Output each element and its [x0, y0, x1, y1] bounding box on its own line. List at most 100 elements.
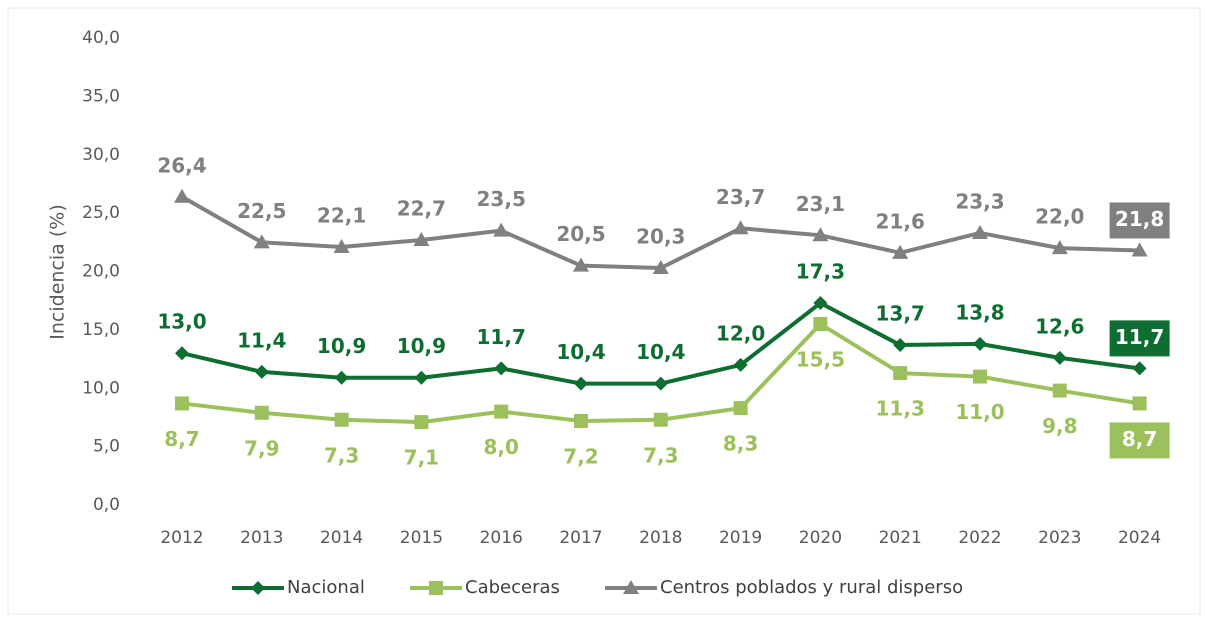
data-label: 13,7 [876, 302, 925, 326]
data-label: 22,1 [317, 203, 366, 227]
point [494, 361, 509, 376]
point [253, 234, 270, 249]
x-tick-label: 2012 [160, 528, 203, 548]
y-tick-label: 40,0 [82, 28, 120, 48]
point [1051, 240, 1068, 255]
data-label: 11,7 [477, 325, 526, 349]
y-tick-label: 35,0 [82, 86, 120, 106]
point [733, 357, 748, 372]
legend-label: Cabeceras [465, 577, 560, 598]
x-tick-label: 2014 [320, 528, 363, 548]
point [1131, 242, 1148, 257]
point [333, 238, 350, 253]
data-label: 11,0 [955, 400, 1004, 424]
y-tick-label: 20,0 [82, 262, 120, 282]
point [732, 220, 749, 235]
x-tick-label: 2015 [400, 528, 443, 548]
data-label: 23,7 [716, 185, 765, 209]
point [813, 296, 828, 311]
x-tick-label: 2020 [799, 528, 842, 548]
point [574, 376, 588, 391]
data-label: 21,6 [876, 209, 925, 233]
data-label: 11,4 [237, 328, 286, 352]
point [1132, 361, 1147, 376]
data-label: 20,3 [636, 224, 685, 248]
point [972, 224, 988, 239]
x-tick-label: 2016 [480, 528, 523, 548]
label-box [1109, 202, 1170, 239]
data-label: 23,5 [477, 187, 526, 211]
point [813, 317, 828, 332]
legend-marker [251, 581, 265, 595]
data-label: 7,2 [563, 444, 598, 468]
point [812, 227, 829, 242]
legend-marker [623, 580, 639, 594]
data-label: 7,9 [244, 436, 279, 460]
data-label: 13,8 [955, 300, 1004, 324]
data-label: 10,9 [397, 334, 446, 358]
data-label: 12,0 [716, 321, 765, 345]
x-tick-label: 2023 [1038, 528, 1081, 548]
data-label: 10,9 [317, 334, 366, 358]
legend-marker [429, 581, 443, 595]
x-tick-label: 2017 [559, 528, 602, 548]
point [174, 188, 190, 203]
data-label: 13,0 [157, 310, 206, 334]
data-label: 12,6 [1035, 314, 1084, 338]
point [733, 401, 748, 416]
data-label: 10,4 [636, 340, 685, 364]
point [973, 336, 987, 351]
x-tick-label: 2018 [639, 528, 682, 548]
point [254, 364, 269, 379]
data-label: 11,7 [1115, 325, 1164, 349]
point [973, 369, 987, 384]
point [175, 396, 189, 411]
data-label: 7,1 [404, 446, 439, 470]
data-label: 20,5 [556, 222, 605, 246]
point [893, 366, 908, 381]
point [413, 231, 430, 246]
point [175, 346, 189, 361]
data-label: 8,7 [1122, 427, 1157, 451]
point [334, 370, 349, 385]
x-tick-label: 2013 [240, 528, 283, 548]
y-tick-label: 0,0 [93, 495, 120, 515]
point [652, 259, 669, 274]
data-label: 26,4 [157, 153, 206, 177]
data-label: 22,0 [1035, 205, 1084, 229]
x-tick-label: 2022 [958, 528, 1001, 548]
data-label: 11,3 [876, 397, 925, 421]
point [334, 412, 349, 427]
point [414, 370, 429, 385]
point [494, 404, 509, 419]
data-label: 23,3 [955, 189, 1004, 213]
point [1052, 383, 1067, 398]
y-tick-label: 25,0 [82, 203, 120, 223]
data-label: 10,4 [556, 340, 605, 364]
data-label: 23,1 [796, 192, 845, 216]
point [1132, 396, 1147, 411]
data-label: 22,5 [237, 199, 286, 223]
label-box [1109, 320, 1170, 357]
data-label: 9,8 [1042, 414, 1077, 438]
frame [7, 7, 1201, 615]
point [1052, 350, 1067, 365]
y-tick-label: 30,0 [82, 145, 120, 165]
data-label: 22,7 [397, 196, 446, 220]
data-label: 7,3 [324, 443, 359, 467]
x-tick-label: 2019 [719, 528, 762, 548]
y-tick-label: 10,0 [82, 378, 120, 398]
x-tick-label: 2021 [879, 528, 922, 548]
point [893, 338, 908, 353]
point [892, 244, 909, 259]
point [573, 257, 589, 272]
y-tick-label: 15,0 [82, 320, 120, 340]
point [493, 222, 510, 237]
legend-label: Centros poblados y rural disperso [660, 577, 963, 598]
label-box [1109, 422, 1170, 459]
data-label: 15,5 [796, 348, 845, 372]
point [653, 412, 668, 427]
point [414, 415, 429, 430]
data-label: 17,3 [796, 260, 845, 284]
